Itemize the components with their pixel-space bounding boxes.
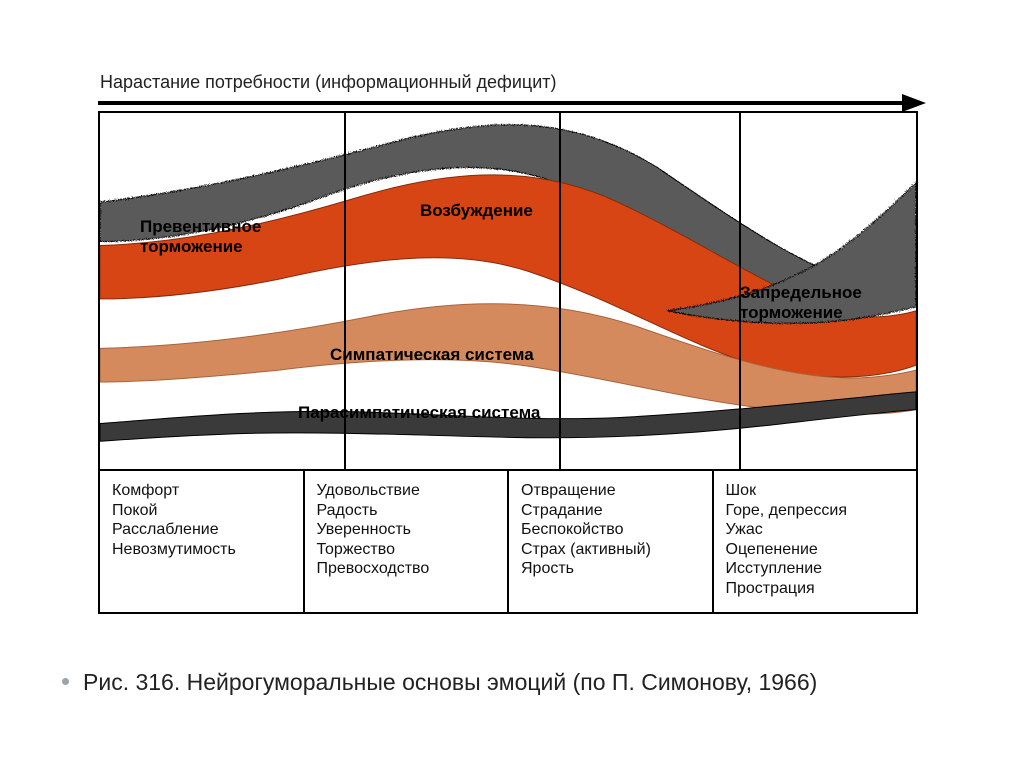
column-divider [559, 113, 561, 469]
emotion-term: Комфорт [112, 482, 179, 499]
emotion-term: Радость [317, 502, 378, 519]
table-cell: Комфорт Покой Расслабление Невозмутимость [100, 471, 303, 612]
arrow-head-icon [902, 94, 926, 112]
emotion-term: Невозмутимость [112, 541, 236, 558]
emotion-term: Горе, депрессия [726, 502, 847, 519]
emotion-term: Отвращение [521, 482, 616, 499]
emotion-term: Превосходство [317, 560, 430, 577]
table-cell: Отвращение Страдание Беспокойство Страх (ак… [507, 471, 712, 612]
chart-area: Превентивноеторможение Возбуждение Запреде… [98, 111, 918, 471]
emotion-term: Ярость [521, 560, 574, 577]
emotion-term: Торжество [317, 541, 395, 558]
emotion-term: Шок [726, 482, 757, 499]
emotion-term: Исступление [726, 560, 823, 577]
emotion-term: Прострация [726, 580, 815, 597]
table-cell: Шок Горе, депрессия Ужас Оцепенение Исступле… [712, 471, 917, 612]
band-label-parasympathetic: Парасимпатическая система [298, 403, 540, 423]
band-label-excitation: Возбуждение [420, 201, 533, 221]
figure-caption: Рис. 316. Нейрогуморальные основы эмоций… [83, 668, 817, 697]
axis-arrow [98, 97, 918, 109]
page: Нарастание потребности (информационный д… [0, 0, 1024, 767]
emotion-term: Беспокойство [521, 521, 624, 538]
emotion-term: Удовольствие [317, 482, 420, 499]
emotion-term: Оцепенение [726, 541, 818, 558]
axis-title: Нарастание потребности (информационный д… [98, 72, 918, 93]
emotion-term: Уверенность [317, 521, 412, 538]
table-cell: Удовольствие Радость Уверенность Торжество П… [303, 471, 508, 612]
band-label-preventive_inhibition: Превентивноеторможение [140, 217, 261, 257]
band-label-transliminal_inhibition: Запредельноеторможение [740, 283, 862, 323]
emotion-term: Расслабление [112, 521, 219, 538]
emotion-term: Ужас [726, 521, 763, 538]
figure-container: Нарастание потребности (информационный д… [98, 72, 918, 614]
bullet-icon [62, 678, 69, 685]
arrow-line [98, 101, 918, 105]
emotion-term: Покой [112, 502, 157, 519]
band-label-sympathetic: Симпатическая система [330, 345, 534, 365]
emotion-term: Страдание [521, 502, 603, 519]
emotion-term: Страх (активный) [521, 541, 651, 558]
emotion-table: Комфорт Покой Расслабление Невозмутимость Уд… [98, 471, 918, 614]
caption-row: Рис. 316. Нейрогуморальные основы эмоций… [62, 668, 817, 697]
